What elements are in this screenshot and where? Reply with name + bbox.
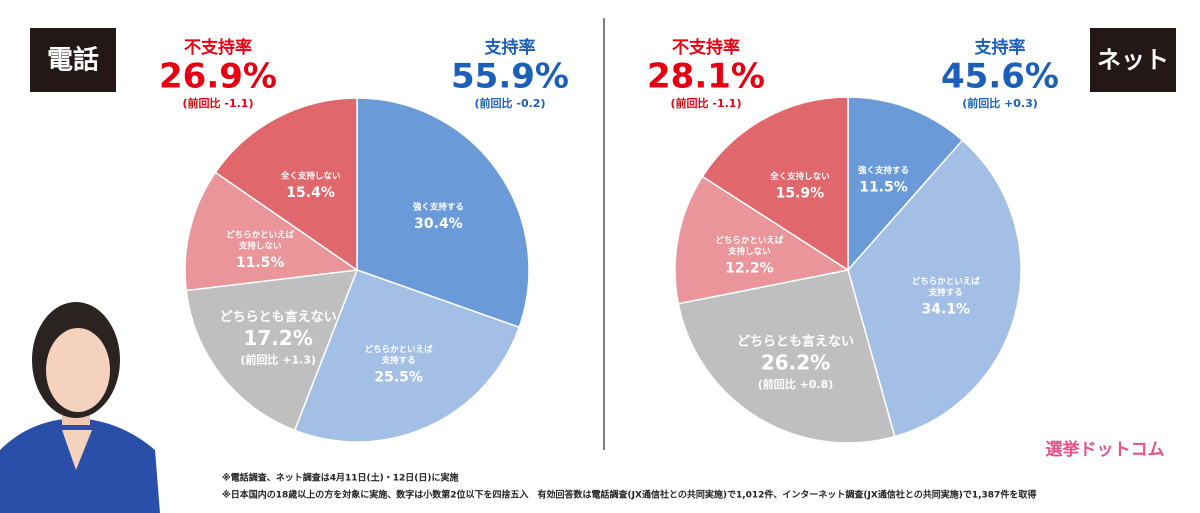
slice-name: どちらかといえば [912,276,981,287]
slice-value: 30.4% [414,216,463,232]
portrait [0,302,160,513]
summary-change: (前回比 -1.1) [183,96,254,110]
summary-label: 支持率 [485,37,536,58]
pie-slice [847,96,964,272]
slice-name: どちらとも言えない [737,334,854,350]
slice-note: (前回比 +1.3) [240,353,316,367]
pie-slice [847,139,1022,438]
summary-value: 26.9% [159,57,277,97]
label-box [1090,28,1176,92]
slice-name: どちらかといえば [226,230,295,241]
pie-slice [185,269,359,432]
slice-name: 支持する [928,287,963,298]
slice-note: (前回比 +0.8) [758,377,834,391]
slice-name: 支持しない [727,246,771,257]
label-box [30,28,116,92]
slice-value: 11.5% [859,180,908,196]
pie-slice [184,171,360,292]
slice-value: 15.4% [286,185,335,201]
slice-value: 15.9% [776,185,825,201]
summary-label: 不支持率 [672,37,740,58]
summary-label: 不支持率 [184,37,252,58]
summary-value: 55.9% [451,57,569,97]
slice-value: 34.1% [922,301,971,317]
slice-name: 支持しない [238,241,282,252]
pie-slice [701,96,849,272]
pie-slice [356,97,530,329]
footnote: ※日本国内の18歳以上の方を対象に実施、数字は小数第2位以下を四捨五入 有効回答… [222,489,1036,501]
pie-slice [214,97,358,272]
footnote: ※電話調査、ネット調査は4月11日(土)・12日(日)に実施 [222,472,459,484]
slice-value: 25.5% [374,370,423,386]
slice-value: 17.2% [243,326,312,350]
summary-value: 45.6% [941,57,1059,97]
summary-change: (前回比 +0.3) [962,96,1038,110]
summary-change: (前回比 -1.1) [671,96,742,110]
slice-name: 全く支持しない [769,171,830,182]
slice-name: 支持する [381,355,416,366]
pie-slice [677,269,896,444]
pie-slice [674,175,850,305]
slice-value: 26.2% [761,351,830,375]
slice-value: 12.2% [725,260,774,276]
slice-value: 11.5% [236,255,285,271]
summary-label: 支持率 [975,37,1026,58]
summary-change: (前回比 -0.2) [475,96,546,110]
slice-name: どちらかといえば [715,235,784,246]
slice-name: 全く支持しない [280,171,341,182]
method-label: 電話 [47,45,99,76]
slice-name: どちらかといえば [365,344,434,355]
pie-slice [293,269,521,443]
method-label: ネット [1097,46,1169,74]
logo: 選挙ドットコム [1046,439,1165,460]
slice-name: 強く支持する [858,165,909,176]
summary-value: 28.1% [647,57,765,97]
slice-name: どちらとも言えない [220,309,337,325]
slice-name: 強く支持する [413,201,464,212]
